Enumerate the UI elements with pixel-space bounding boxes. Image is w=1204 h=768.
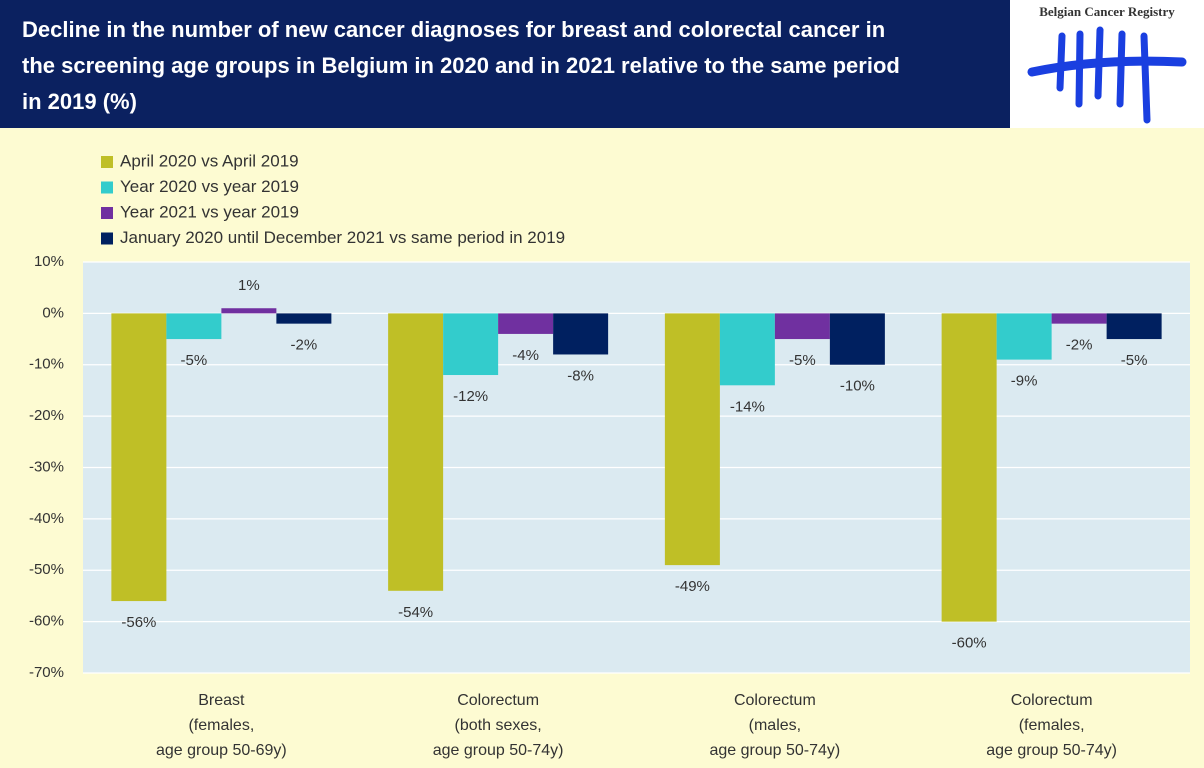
legend-label: January 2020 until December 2021 vs same… [120, 228, 565, 247]
header: Decline in the number of new cancer diag… [0, 0, 1010, 128]
x-tick-label: Colorectum (both sexes, age group 50-74y) [433, 692, 564, 759]
data-label: -60% [952, 635, 987, 652]
data-label: 1% [238, 277, 260, 294]
data-label: -4% [512, 347, 539, 364]
logo: Belgian Cancer Registry [1010, 0, 1204, 128]
bar [276, 313, 332, 324]
legend-swatch [101, 232, 113, 245]
bar [774, 313, 830, 340]
x-tick-label-line: (males, [749, 717, 801, 734]
y-tick-label: -50% [29, 561, 64, 578]
y-tick-label: 0% [42, 304, 64, 321]
logo-text: Belgian Cancer Registry [1039, 4, 1175, 19]
x-tick-label: Colorectum (males, age group 50-74y) [709, 692, 840, 759]
data-label: -9% [1011, 373, 1038, 390]
x-tick-label-line: age group 50-69y) [156, 742, 287, 759]
bar [498, 313, 554, 334]
bar [111, 313, 167, 602]
x-tick-label-line: Breast [198, 692, 245, 709]
data-label: -2% [291, 337, 318, 354]
legend-label: Year 2020 vs year 2019 [120, 177, 299, 196]
legend-swatch [101, 156, 113, 168]
data-label: -12% [453, 388, 488, 405]
y-tick-label: -30% [29, 458, 64, 475]
x-tick-label: Colorectum (females, age group 50-74y) [986, 692, 1117, 759]
bar [166, 313, 222, 340]
data-label: -54% [398, 604, 433, 621]
bar [443, 313, 499, 376]
bar [941, 313, 997, 622]
x-tick-label-line: age group 50-74y) [986, 742, 1117, 759]
x-tick-label-line: Colorectum [1011, 692, 1093, 709]
x-tick-label-line: Colorectum [457, 692, 539, 709]
data-label: -2% [1066, 337, 1093, 354]
data-label: -5% [181, 352, 208, 369]
x-tick-label-line: age group 50-74y) [709, 742, 840, 759]
data-label: -5% [1121, 352, 1148, 369]
logo-mark [1027, 26, 1187, 124]
y-tick-label: -70% [29, 664, 64, 681]
x-tick-label-line: (females, [1019, 717, 1085, 734]
bar [719, 313, 775, 386]
data-label: -5% [789, 352, 816, 369]
x-tick-label-line: (females, [188, 717, 254, 734]
bar [996, 313, 1052, 360]
bar [664, 313, 720, 566]
bar [388, 313, 444, 591]
x-tick-label-line: age group 50-74y) [433, 742, 564, 759]
y-tick-label: -10% [29, 356, 64, 373]
chart: 10% 0% -10% -20% -30% -40% -50% -60% -70% April 2… [29, 151, 1190, 759]
y-tick-label: -20% [29, 407, 64, 424]
y-tick-label: -60% [29, 613, 64, 630]
bar [221, 308, 277, 314]
legend-swatch [101, 181, 113, 194]
chart-title: Decline in the number of new cancer diag… [22, 17, 900, 114]
data-label: -8% [567, 367, 594, 384]
x-tick-label: Breast (females, age group 50-69y) [156, 692, 287, 759]
data-label: -56% [121, 614, 156, 631]
legend-label: April 2020 vs April 2019 [120, 151, 299, 170]
legend-label: Year 2021 vs year 2019 [120, 202, 299, 221]
bar [1051, 313, 1107, 324]
y-tick-label: 10% [34, 253, 64, 270]
y-tick-label: -40% [29, 510, 64, 527]
data-label: -10% [840, 378, 875, 395]
bar [553, 313, 609, 355]
x-tick-label-line: Colorectum [734, 692, 816, 709]
bar [1106, 313, 1162, 340]
legend-swatch [101, 207, 113, 219]
data-label: -14% [730, 398, 765, 415]
x-tick-label-line: (both sexes, [455, 717, 542, 734]
bar [829, 313, 885, 365]
data-label: -49% [675, 578, 710, 595]
